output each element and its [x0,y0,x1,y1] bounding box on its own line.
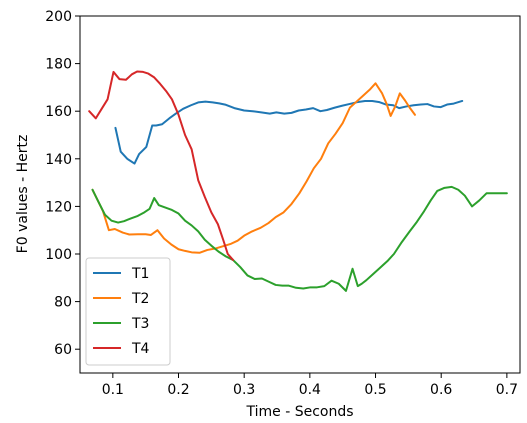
series-layer [88,70,508,292]
plot-frame [79,15,521,374]
y-tick-label: 80 [54,295,72,311]
x-axis: 0.1 0.2 0.3 0.4 0.5 0.6 0.7 [102,373,518,398]
legend: T1 T2 T3 T4 [85,257,171,366]
legend-label-t4: T4 [131,341,150,357]
legend-label-t1: T1 [131,266,149,282]
y-tick-label: 140 [45,152,72,168]
y-tick-label: 160 [45,104,72,120]
x-tick-label: 0.4 [299,382,321,398]
y-tick-label: 100 [45,247,72,263]
x-tick-label: 0.5 [364,382,386,398]
legend-frame [85,257,171,366]
x-tick-label: 0.7 [496,382,518,398]
x-tick-label: 0.2 [167,382,189,398]
series-line-t2 [91,82,416,254]
x-tick-label: 0.6 [430,382,452,398]
y-tick-label: 180 [45,57,72,73]
x-tick-label: 0.1 [102,382,124,398]
legend-label-t2: T2 [131,291,149,307]
y-axis: 60 80 100 120 140 160 180 200 [45,9,80,358]
y-tick-label: 60 [54,342,72,358]
x-axis-label: Time - Seconds [245,404,353,420]
x-tick-label: 0.3 [233,382,255,398]
series-line-t1 [114,99,464,165]
series-line-t4 [88,70,235,261]
y-axis-label: F0 values - Hertz [15,135,31,254]
y-tick-label: 200 [45,9,72,25]
y-tick-label: 120 [45,199,72,215]
legend-label-t3: T3 [131,316,149,332]
series-line-t3 [91,185,508,292]
